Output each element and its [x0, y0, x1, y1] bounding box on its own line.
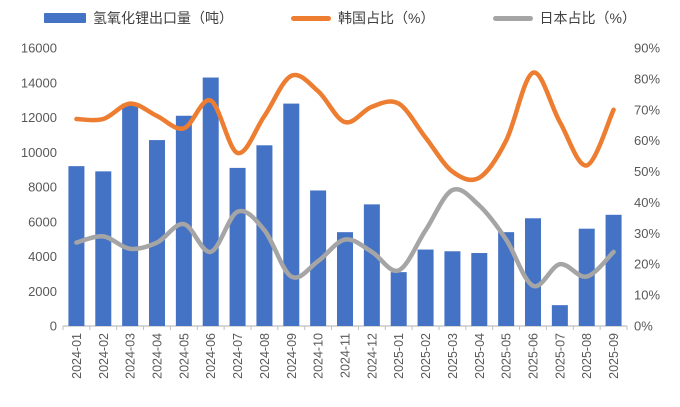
axis-tick-label: 60% — [634, 133, 660, 148]
x-category-label: 2024-01 — [70, 333, 84, 379]
x-category-label: 2024-04 — [151, 333, 165, 379]
legend-item-korea-share[interactable]: 韩国占比（%） — [291, 8, 435, 28]
bar-2025-07 — [551, 305, 568, 326]
x-category-label: 2024-09 — [285, 333, 299, 379]
x-category-label: 2024-07 — [231, 333, 245, 379]
bar-2024-04 — [149, 140, 165, 326]
bar-2025-09 — [605, 214, 622, 326]
line-swatch-icon — [492, 15, 533, 21]
bar-2025-06 — [525, 218, 541, 326]
x-category-label: 2024-08 — [258, 333, 272, 379]
x-category-label: 2025-02 — [419, 333, 433, 379]
x-category-label: 2025-09 — [607, 333, 621, 379]
x-category-label: 2025-03 — [446, 333, 460, 379]
bar-2024-09 — [283, 103, 300, 326]
axis-tick-label: 10000 — [21, 145, 57, 160]
bar-2024-05 — [175, 115, 192, 326]
x-category-label: 2024-02 — [97, 333, 111, 379]
legend-label: 日本占比（%） — [539, 10, 636, 26]
bar-2025-03 — [444, 251, 461, 326]
axis-tick-label: 40% — [634, 195, 660, 210]
axis-tick-label: 0% — [634, 319, 653, 334]
bar-2024-03 — [122, 103, 139, 326]
axis-tick-label: 4000 — [28, 249, 57, 264]
x-category-label: 2024-10 — [312, 333, 326, 379]
axis-tick-label: 16000 — [21, 41, 57, 56]
bar-2024-11 — [337, 232, 353, 326]
bar-2024-10 — [310, 190, 327, 326]
japan-share-line — [74, 187, 616, 289]
x-category-label: 2025-01 — [392, 333, 406, 379]
x-category-label: 2025-05 — [500, 333, 514, 379]
bar-2025-05 — [498, 232, 515, 326]
bar-2025-01 — [390, 272, 407, 326]
axis-tick-label: 6000 — [28, 214, 57, 229]
axis-tick-label: 0 — [50, 319, 57, 334]
x-category-label: 2025-04 — [473, 333, 487, 379]
x-category-label: 2025-06 — [527, 333, 541, 379]
axis-tick-label: 14000 — [21, 75, 57, 90]
bar-2024-07 — [229, 167, 246, 326]
axis-tick-label: 2000 — [28, 284, 57, 299]
x-category-label: 2024-12 — [365, 333, 379, 379]
x-category-label: 2024-06 — [204, 333, 218, 379]
axis-tick-label: 50% — [634, 164, 660, 179]
x-category-label: 2025-07 — [553, 333, 567, 379]
axis-tick-label: 30% — [634, 226, 660, 241]
axis-tick-label: 70% — [634, 102, 660, 117]
axis-tick-label: 12000 — [21, 110, 57, 125]
axis-tick-label: 90% — [634, 41, 660, 56]
bar-2025-02 — [417, 249, 434, 326]
korea-share-line — [74, 70, 616, 183]
bar-2024-01 — [68, 166, 85, 326]
bars-series — [68, 77, 622, 326]
legend-item-japan-share[interactable]: 日本占比（%） — [492, 8, 636, 28]
legend-label: 韩国占比（%） — [338, 10, 435, 26]
axis-tick-label: 80% — [634, 71, 660, 86]
bar-2024-12 — [363, 204, 380, 326]
chart-legend: 氢氧化锂出口量（吨） 韩国占比（%） 日本占比（%） — [0, 6, 680, 30]
x-category-label: 2024-05 — [177, 333, 191, 379]
axis-tick-label: 8000 — [28, 180, 57, 195]
axis-tick-label: 10% — [634, 288, 660, 303]
x-category-label: 2024-03 — [124, 333, 138, 379]
bar-swatch-icon — [44, 13, 87, 23]
line-swatch-icon — [291, 15, 332, 21]
legend-item-export-volume[interactable]: 氢氧化锂出口量（吨） — [44, 8, 233, 28]
bar-2025-04 — [471, 253, 488, 326]
legend-label: 氢氧化锂出口量（吨） — [93, 10, 234, 26]
bar-2024-08 — [256, 145, 273, 326]
x-category-label: 2024-11 — [339, 333, 353, 378]
x-category-label: 2025-08 — [580, 333, 594, 379]
bar-2024-02 — [95, 171, 112, 326]
axis-tick-label: 20% — [634, 257, 660, 272]
bar-2024-06 — [202, 77, 219, 326]
